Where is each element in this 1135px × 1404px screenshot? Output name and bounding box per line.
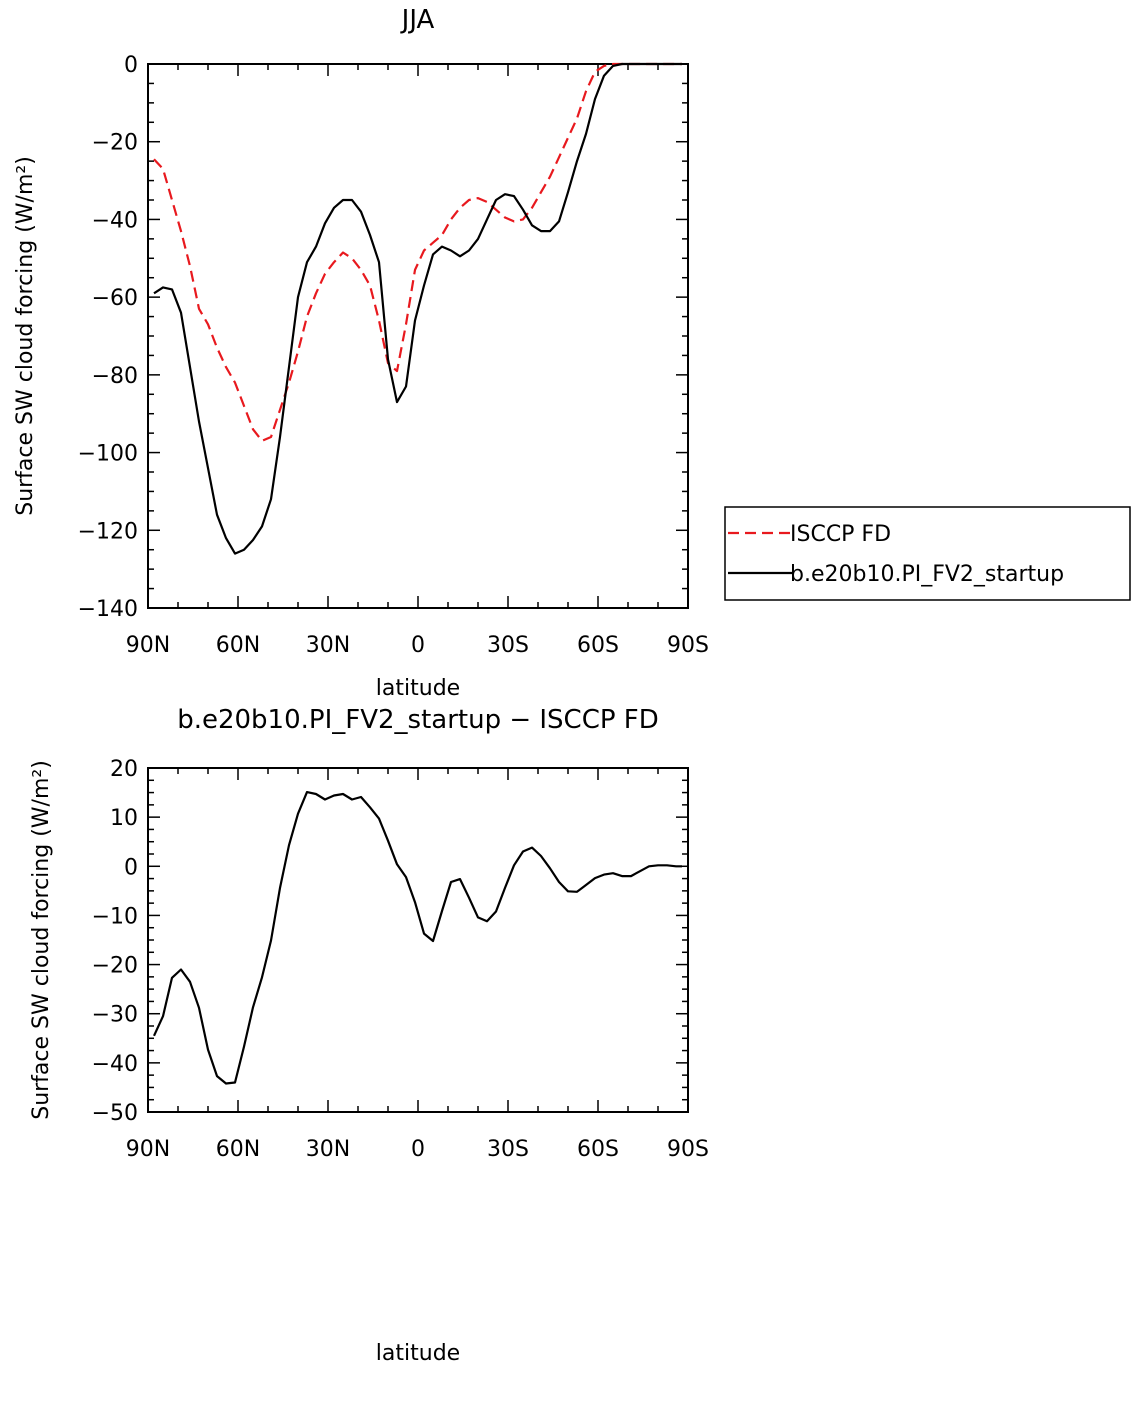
y-tick-label: −20 — [92, 131, 138, 156]
y-tick-label: −50 — [92, 1101, 138, 1126]
series-line-1 — [153, 790, 682, 1085]
y-tick-label: 0 — [124, 53, 138, 78]
y-tick-label: −100 — [78, 442, 138, 467]
x-tick-label: 30S — [487, 633, 529, 658]
y-tick-label: −10 — [92, 904, 138, 929]
plot-frame — [147, 767, 689, 1113]
x-tick-label: 60S — [577, 633, 619, 658]
y-tick-label: −20 — [92, 954, 138, 979]
y-axis-label: Surface SW cloud forcing (W/m²) — [13, 156, 38, 516]
legend-label-1: ISCCP FD — [790, 522, 891, 547]
x-tick-label: 30N — [306, 1137, 350, 1162]
x-tick-label: 0 — [411, 1137, 425, 1162]
x-axis-label: latitude — [376, 1341, 460, 1366]
y-tick-label: 10 — [110, 806, 138, 831]
legend: ISCCP FD b.e20b10.PI_FV2_startup — [724, 506, 1131, 601]
chart-title: b.e20b10.PI_FV2_startup − ISCCP FD — [177, 705, 659, 735]
y-tick-label: −40 — [92, 208, 138, 233]
y-tick-label: −120 — [78, 519, 138, 544]
y-tick-label: 20 — [110, 757, 138, 782]
x-tick-label: 0 — [411, 633, 425, 658]
legend-box — [724, 506, 1131, 601]
chart-title: JJA — [400, 5, 435, 35]
x-tick-label: 90N — [126, 1137, 170, 1162]
y-tick-label: −80 — [92, 364, 138, 389]
x-tick-label: 60S — [577, 1137, 619, 1162]
y-tick-label: 0 — [124, 855, 138, 880]
x-tick-label: 90S — [667, 1137, 709, 1162]
x-tick-label: 60N — [216, 1137, 260, 1162]
x-tick-label: 30N — [306, 633, 350, 658]
x-tick-label: 60N — [216, 633, 260, 658]
legend-label-2: b.e20b10.PI_FV2_startup — [790, 562, 1064, 587]
y-tick-label: −30 — [92, 1003, 138, 1028]
x-tick-label: 30S — [487, 1137, 529, 1162]
y-tick-label: −40 — [92, 1052, 138, 1077]
series-line-2 — [153, 62, 682, 555]
x-tick-label: 90N — [126, 633, 170, 658]
plot-frame — [147, 63, 689, 609]
x-axis-label: latitude — [376, 676, 460, 701]
y-tick-label: −140 — [78, 597, 138, 622]
chart-panel-1: JJA 90N 60N 30N 0 30S 60S 90S 0 −20 −40 −60 −80 −100 −… — [13, 5, 1131, 701]
y-axis-label: Surface SW cloud forcing (W/m²) — [29, 760, 54, 1120]
chart-panel-2: b.e20b10.PI_FV2_startup − ISCCP FD 90N 60N… — [29, 705, 709, 1366]
x-tick-label: 90S — [667, 633, 709, 658]
y-tick-label: −60 — [92, 286, 138, 311]
series-line-1 — [153, 62, 682, 442]
